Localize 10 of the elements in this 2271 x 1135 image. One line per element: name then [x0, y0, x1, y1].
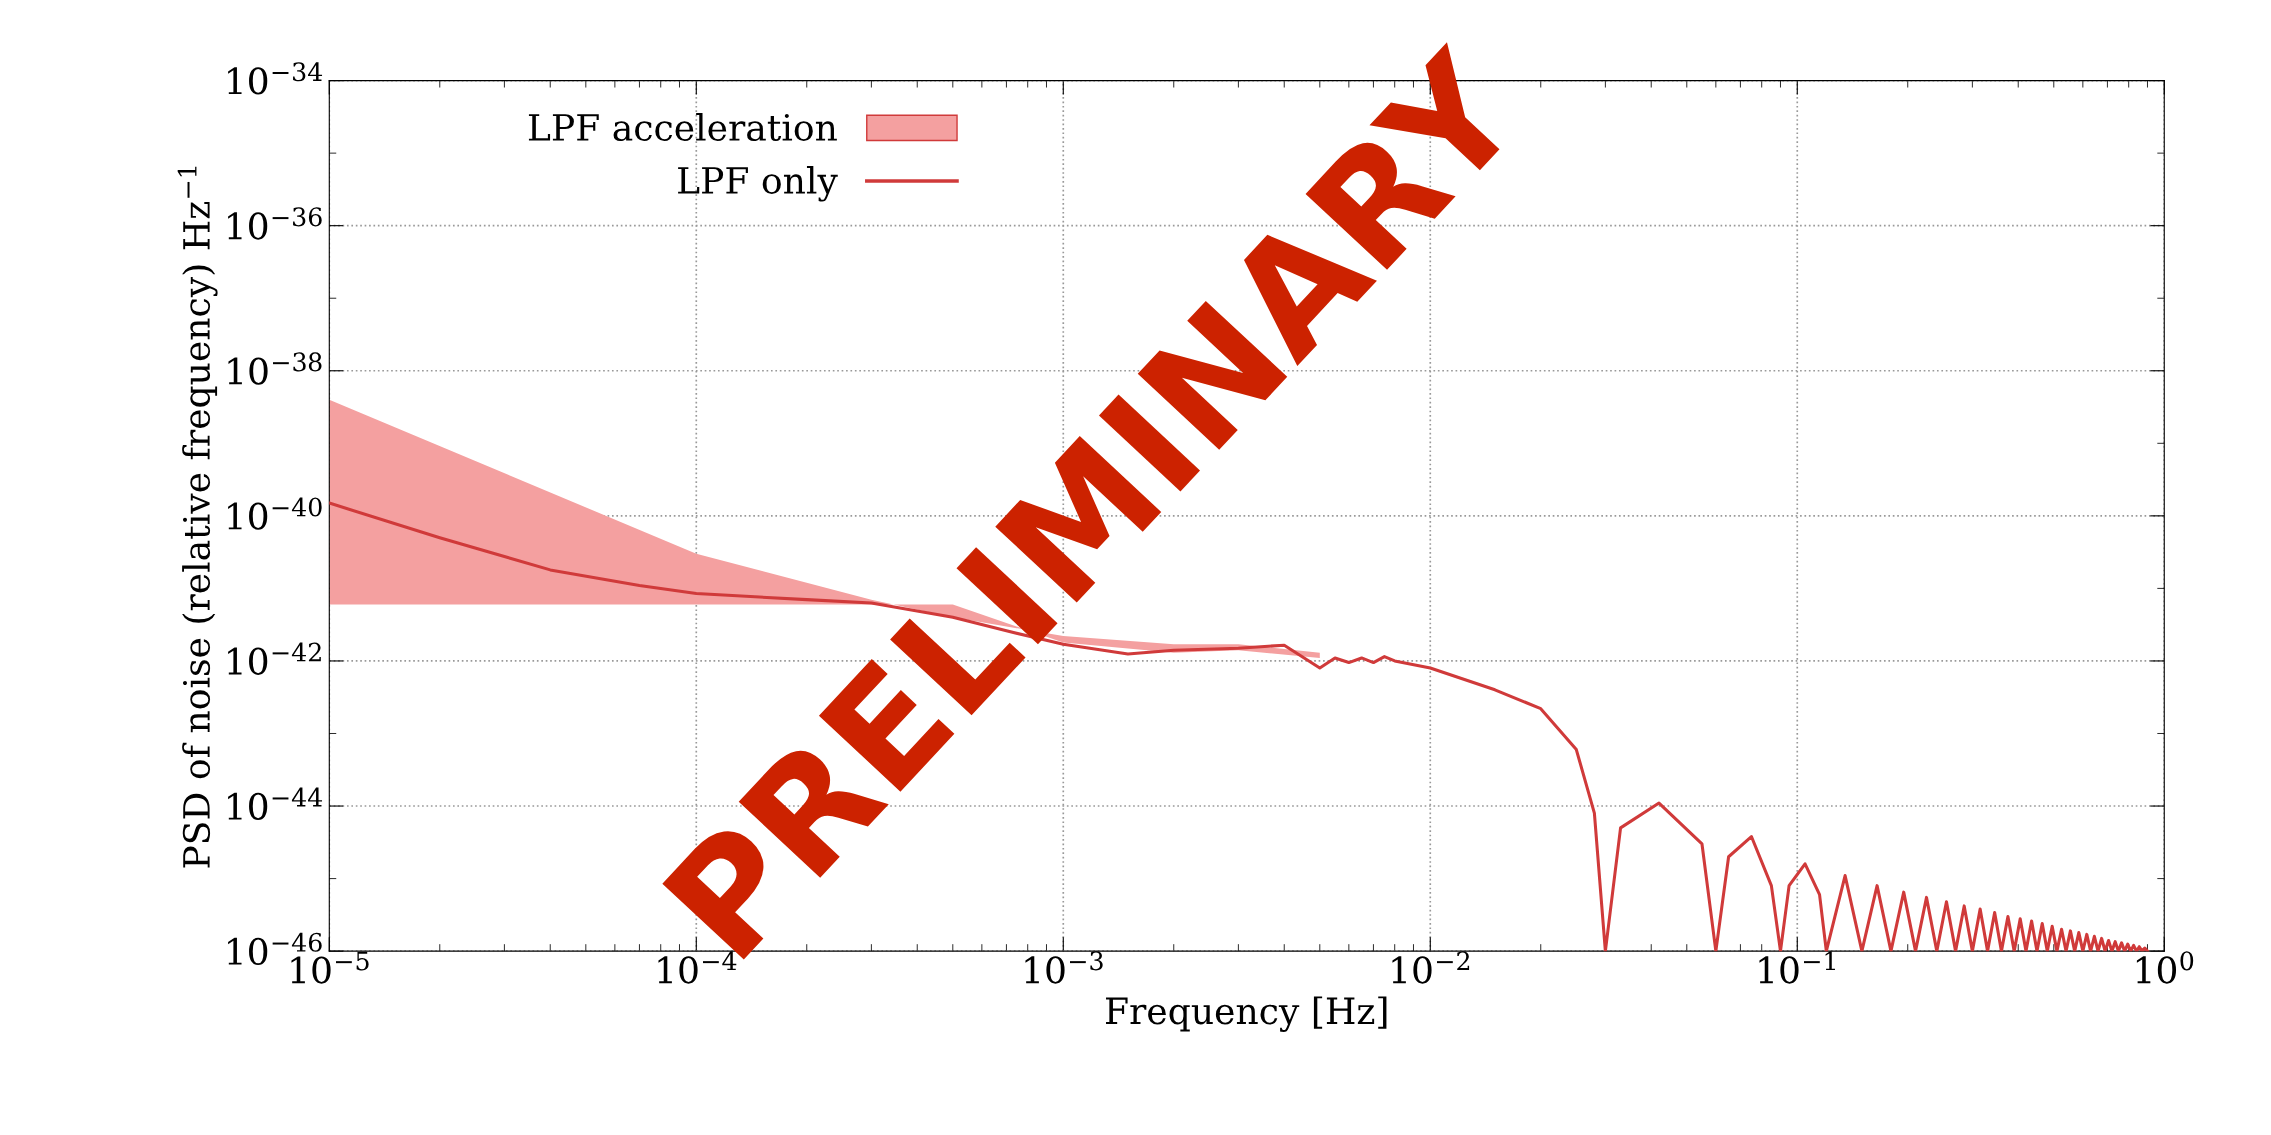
y-tick-label: 10$^{−44}$: [228, 787, 323, 821]
x-axis-title: Frequency [Hz]: [1106, 996, 1387, 1032]
y-axis-title: PSD of noise (relative frequency) Hz$^{−1}$: [177, 166, 218, 868]
x-tick-label: 10$^{−1}$: [1759, 951, 1835, 984]
y-tick-label: 10$^{−36}$: [228, 207, 322, 240]
x-tick-label: 10$^{0}$: [2136, 951, 2194, 984]
y-tick-label: 10$^{−34}$: [228, 62, 323, 95]
y-tick-label: 10$^{−38}$: [228, 352, 322, 385]
y-tick-label: 10$^{−40}$: [228, 497, 322, 530]
y-tick-label: 10$^{−42}$: [228, 642, 321, 675]
